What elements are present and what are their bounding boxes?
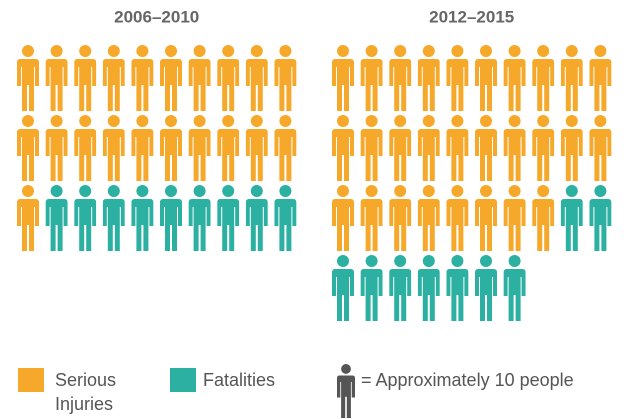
person-icon <box>446 115 469 181</box>
person-icon <box>589 115 612 181</box>
person-icon <box>389 115 412 181</box>
person-icon <box>532 115 555 181</box>
person-icon <box>131 185 154 251</box>
person-icon <box>160 115 182 181</box>
person-icon <box>475 185 497 251</box>
person-icon <box>17 45 39 111</box>
person-icon <box>389 185 412 251</box>
person-icon <box>160 45 182 111</box>
person-icon <box>446 255 469 321</box>
person-icon <box>332 185 354 251</box>
legend-swatch <box>170 368 196 392</box>
person-icon <box>102 115 125 181</box>
legend-label: Fatalities <box>203 370 276 390</box>
person-icon <box>503 185 526 251</box>
person-icon <box>45 45 68 111</box>
panel-title: 2012–2015 <box>429 7 514 26</box>
person-icon <box>503 45 526 111</box>
person-icon <box>102 185 125 251</box>
person-icon <box>560 185 583 251</box>
person-icon <box>360 185 383 251</box>
person-icon <box>532 45 555 111</box>
person-icon <box>475 255 497 321</box>
person-icon <box>17 185 39 251</box>
person-icon <box>74 45 97 111</box>
person-icon <box>503 255 526 321</box>
person-icon <box>446 45 469 111</box>
person-icon <box>417 115 440 181</box>
person-icon <box>217 185 240 251</box>
person-icon <box>360 45 383 111</box>
person-icon <box>217 115 240 181</box>
person-icon <box>74 115 97 181</box>
person-icon <box>45 185 68 251</box>
person-icon <box>160 185 182 251</box>
person-icon <box>417 255 440 321</box>
person-icon <box>589 185 612 251</box>
person-icon <box>188 115 211 181</box>
person-icon <box>332 45 354 111</box>
person-icon <box>389 45 412 111</box>
person-icon <box>102 45 125 111</box>
person-icon <box>45 115 68 181</box>
person-icon <box>245 45 268 111</box>
person-icon <box>360 255 383 321</box>
person-icon <box>274 45 297 111</box>
person-icon <box>446 185 469 251</box>
person-icon <box>532 185 555 251</box>
person-icon <box>360 115 383 181</box>
person-icon <box>560 115 583 181</box>
person-icon <box>589 45 612 111</box>
person-icon <box>417 45 440 111</box>
person-icon <box>274 115 297 181</box>
legend-label: Serious Injuries <box>55 370 117 414</box>
person-icon <box>74 185 97 251</box>
panel-title: 2006–2010 <box>114 7 199 26</box>
person-icon <box>560 45 583 111</box>
person-icon <box>274 185 297 251</box>
person-icon <box>332 115 354 181</box>
person-icon <box>503 115 526 181</box>
person-icon <box>17 115 39 181</box>
person-icon <box>245 115 268 181</box>
person-icon <box>188 45 211 111</box>
person-icon <box>475 115 497 181</box>
person-icon <box>217 45 240 111</box>
person-icon <box>131 115 154 181</box>
person-icon <box>389 255 412 321</box>
person-icon <box>332 255 354 321</box>
legend-swatch <box>18 368 44 392</box>
icon-note: = Approximately 10 people <box>361 370 574 390</box>
person-icon <box>417 185 440 251</box>
person-icon <box>245 185 268 251</box>
key-icon <box>337 364 355 418</box>
person-icon <box>131 45 154 111</box>
person-icon <box>475 45 497 111</box>
person-icon <box>188 185 211 251</box>
